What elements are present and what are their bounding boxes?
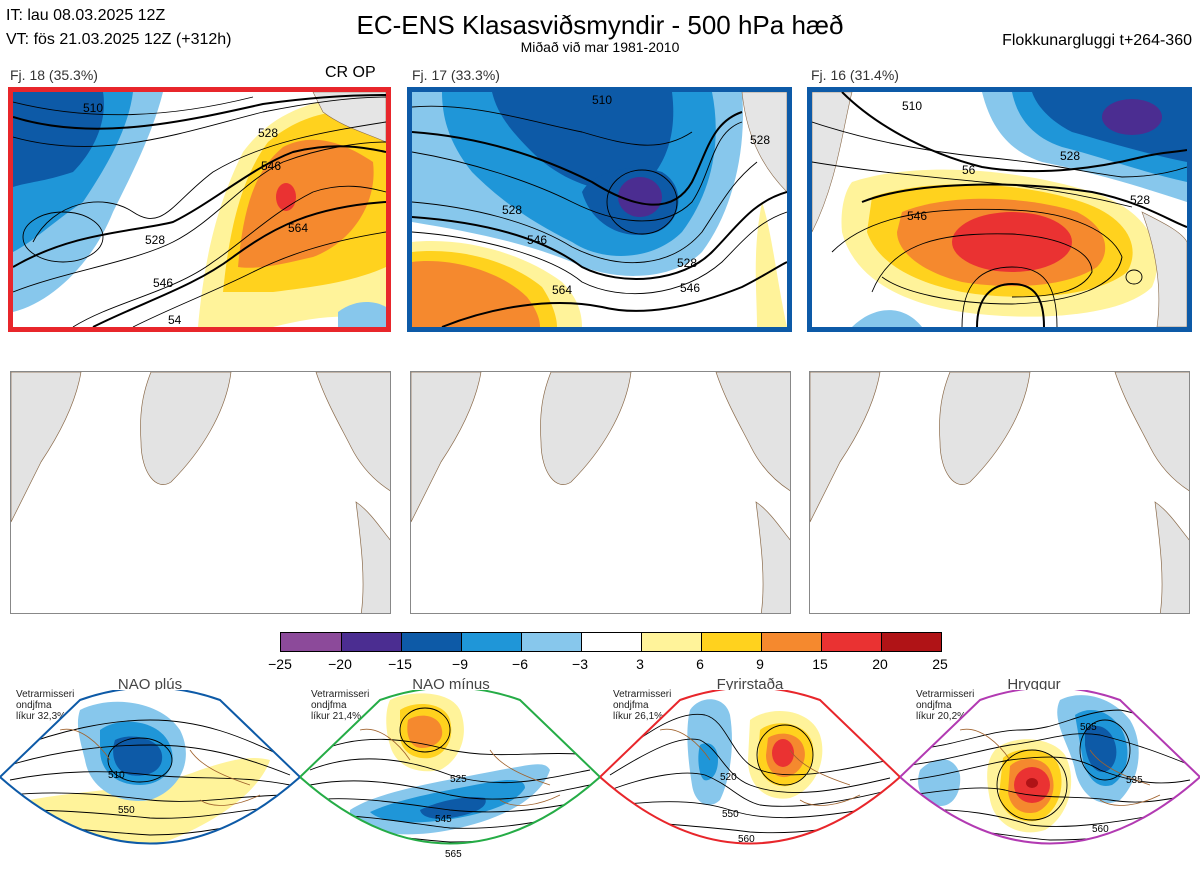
cluster-window: Flokkunargluggi t+264-360 [1002,32,1192,49]
regime-1-note: Vetrarmisseri ondjfma líkur 32,3% [16,689,74,722]
regime-4-contour-a: 505 [1080,722,1097,733]
regime-1-note-line1: Vetrarmisseri [16,689,75,700]
cluster-1-contour-f: 546 [153,276,173,290]
empty-map-2-svg [411,372,790,613]
regime-3-note: Vetrarmisseri ondjfma líkur 26,1% [613,689,671,722]
cluster-2-contour-e: 528 [677,256,697,270]
cluster-2-contour-g: 528 [750,133,770,147]
regime-4-note-line1: Vetrarmisseri [916,689,975,700]
regime-3-note-line1: Vetrarmisseri [613,689,672,700]
regime-2-map: 525 545 565 [300,690,600,860]
cluster-map-3-svg: 510 528 546 528 56 [812,92,1187,327]
regime-4-note-line2: ondjfma [916,700,952,711]
regime-2-contour-a: 525 [450,774,467,785]
cluster-map-2: 510 528 546 564 528 546 528 [407,87,792,332]
empty-map-3 [809,371,1190,614]
colorbar-swatch [461,633,521,651]
cluster-2-contour-f: 546 [680,281,700,295]
regime-1-note-line2: ondjfma [16,700,52,711]
cluster-3-contour-e: 56 [962,163,976,177]
empty-map-3-svg [810,372,1189,613]
cluster-1-tag: CR OP [325,64,376,81]
colorbar-tick-label: 3 [636,656,644,672]
page-subtitle: Miðað við mar 1981-2010 [520,39,680,55]
cluster-2-label: Fj. 17 (33.3%) [412,67,500,83]
colorbar-swatch [401,633,461,651]
colorbar-swatch [281,633,341,651]
cluster-1-contour-e: 564 [288,221,308,235]
colorbar-swatch [341,633,401,651]
colorbar-tick-label: −20 [328,656,352,672]
regime-4-contour-c: 560 [1092,824,1109,835]
cluster-3-contour-c: 546 [907,209,927,223]
colorbar-swatch [821,633,881,651]
colorbar-tick-label: 6 [696,656,704,672]
cluster-3-contour-b: 528 [1060,149,1080,163]
colorbar-swatch [761,633,821,651]
regime-3-map: 520 550 560 [600,690,900,845]
cluster-map-1-svg: 510 528 546 528 564 546 54 [13,92,386,327]
regime-1-contour-a: 510 [108,770,125,781]
regime-2-contour-b: 545 [435,814,452,825]
cluster-map-1: 510 528 546 528 564 546 54 [8,87,391,332]
cluster-2-contour-a: 510 [592,93,612,107]
regime-2-title: NAO mínus [412,676,490,693]
cluster-2-contour-d: 564 [552,283,572,297]
regime-1-contour-b: 550 [118,805,135,816]
regime-2-contour-c: 565 [445,849,462,860]
cluster-map-2-svg: 510 528 546 564 528 546 528 [412,92,787,327]
colorbar [280,632,942,652]
regime-4-note: Vetrarmisseri ondjfma líkur 20,2% [916,689,974,722]
cluster-1-contour-g: 54 [168,313,182,327]
colorbar-tick-label: 20 [872,656,888,672]
regime-2-note-line1: Vetrarmisseri [311,689,370,700]
cluster-1-contour-c: 546 [261,159,281,173]
regime-3-note-line2: ondjfma [613,700,649,711]
colorbar-tick-label: −3 [572,656,588,672]
empty-map-1-svg [11,372,390,613]
regime-3-title: Fyrirstaða [716,676,784,693]
cluster-1-contour-d: 528 [145,233,165,247]
colorbar-tick-label: 9 [756,656,764,672]
regime-1-map: 510 550 [0,690,300,845]
cluster-1-contour-b: 528 [258,126,278,140]
cluster-1-label: Fj. 18 (35.3%) [10,67,98,83]
cluster-map-3: 510 528 546 528 56 [807,87,1192,332]
regime-1-note-line3: líkur 32,3% [16,711,67,722]
regime-1-title: NAO plús [117,676,183,693]
regime-3-contour-c: 560 [738,834,755,845]
cluster-1-contour-a: 510 [83,101,103,115]
colorbar-tick-label: −9 [452,656,468,672]
colorbar-swatch [701,633,761,651]
colorbar-swatch [881,633,941,651]
colorbar-tick-label: −25 [268,656,292,672]
colorbar-tick-label: −6 [512,656,528,672]
regime-4-map: 505 535 560 [900,690,1200,845]
regime-3-contour-a: 520 [720,772,737,783]
regime-4-title: Hryggur [1007,676,1061,693]
empty-map-2 [410,371,791,614]
colorbar-swatch [521,633,581,651]
page-title: EC-ENS Klasasviðsmyndir - 500 hPa hæð [356,10,844,40]
regime-4-note-line3: líkur 20,2% [916,711,967,722]
regime-4-contour-b: 535 [1126,775,1143,786]
regime-2-note-line3: líkur 21,4% [311,711,362,722]
colorbar-swatch [581,633,641,651]
regime-2-note: Vetrarmisseri ondjfma líkur 21,4% [311,689,369,722]
cluster-2-contour-b: 528 [502,203,522,217]
valid-time: VT: fös 21.03.2025 12Z (+312h) [6,31,232,48]
cluster-3-contour-d: 528 [1130,193,1150,207]
colorbar-swatch [641,633,701,651]
colorbar-tick-label: 25 [932,656,948,672]
init-time: IT: lau 08.03.2025 12Z [6,7,166,24]
empty-map-1 [10,371,391,614]
cluster-3-contour-a: 510 [902,99,922,113]
regime-3-note-line3: líkur 26,1% [613,711,664,722]
regime-3-contour-b: 550 [722,809,739,820]
colorbar-tick-label: −15 [388,656,412,672]
regime-2-note-line2: ondjfma [311,700,347,711]
colorbar-tick-label: 15 [812,656,828,672]
cluster-3-label: Fj. 16 (31.4%) [811,67,899,83]
cluster-2-contour-c: 546 [527,233,547,247]
